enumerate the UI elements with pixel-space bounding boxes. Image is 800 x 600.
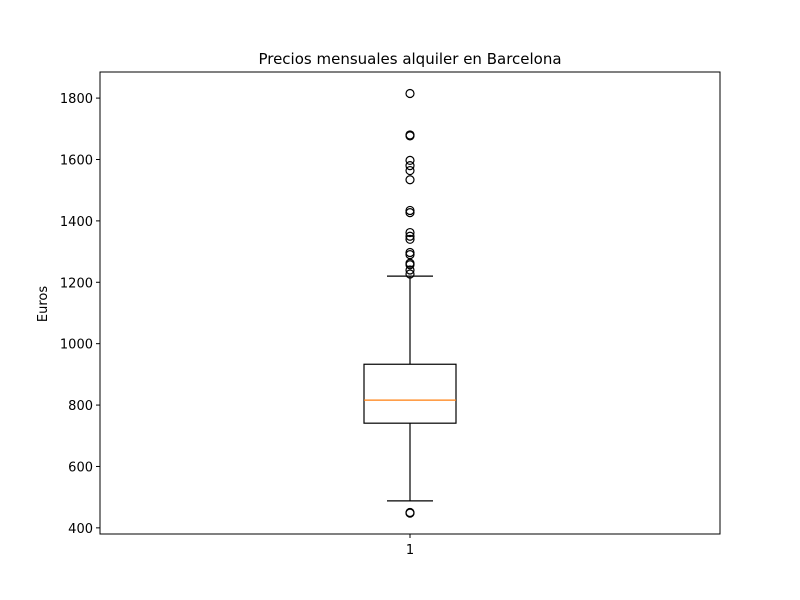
outlier-point [405,508,415,518]
y-tick-label: 1400 [60,215,93,230]
y-tick-label: 800 [68,399,93,414]
outlier-point [405,161,415,171]
y-tick-label: 1200 [60,276,93,291]
outlier-point [405,130,415,140]
outlier-point [405,165,415,176]
chart-title: Precios mensuales alquiler en Barcelona [258,50,561,68]
outlier-point [405,234,415,244]
outlier-point [405,247,415,258]
outlier-point [405,88,415,99]
outlier-point [405,155,415,166]
y-tick-label: 400 [68,522,93,537]
plot-area: 400 600 800 1000 1200 1400 1600 1800 1 [60,88,457,558]
y-axis-label: Euros [36,286,51,322]
x-tick-label: 1 [406,543,414,558]
outlier-point [405,231,415,241]
y-tick-label: 600 [68,460,93,475]
axes-frame [99,71,721,535]
iqr-box [363,363,457,424]
y-tick-label: 1800 [60,92,93,107]
y-tick-label: 1600 [60,153,93,168]
outlier-point [405,205,415,216]
outlier-point [405,269,415,279]
y-tick-label: 1000 [60,338,93,353]
outlier-point [405,175,415,185]
outlier-point [405,265,415,275]
outlier-point [405,227,415,238]
